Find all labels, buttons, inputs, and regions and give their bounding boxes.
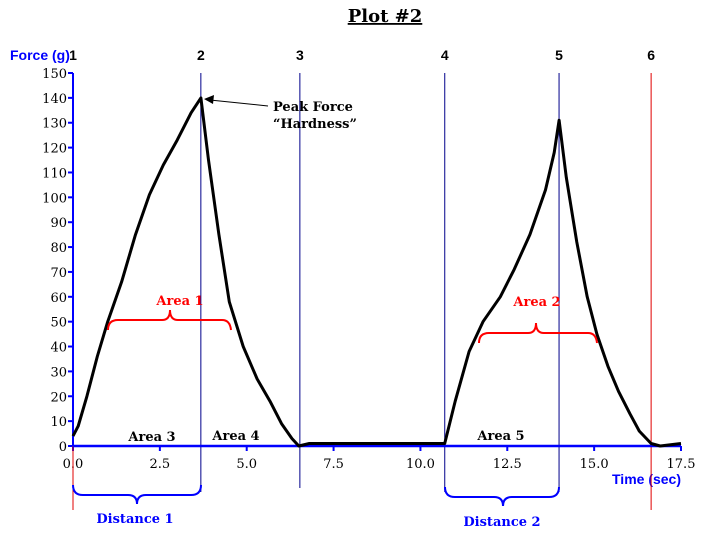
peak-annotation: Peak Force “Hardness” xyxy=(204,95,357,132)
y-tick-label: 60 xyxy=(50,291,67,306)
peak-arrow xyxy=(209,99,269,107)
marker-label-2: 2 xyxy=(197,47,205,63)
y-tick-label: 90 xyxy=(50,216,67,231)
x-tick-label: 7.5 xyxy=(323,457,344,472)
y-tick-label: 10 xyxy=(50,415,67,430)
y-tick-label: 140 xyxy=(42,92,67,107)
marker-label-3: 3 xyxy=(296,47,304,63)
area-1-label: Area 1 xyxy=(155,294,203,309)
x-tick-label: 2.5 xyxy=(150,457,171,472)
peak-label-line2: “Hardness” xyxy=(273,117,357,132)
arrow-head-icon xyxy=(204,95,214,104)
distance-1-label: Distance 1 xyxy=(96,512,173,527)
distance-2-label: Distance 2 xyxy=(463,515,540,530)
area-2-label: Area 2 xyxy=(512,295,560,310)
y-tick-label: 50 xyxy=(50,316,67,331)
marker-label-4: 4 xyxy=(441,47,449,63)
area-3-label: Area 3 xyxy=(127,430,175,445)
y-tick-label: 80 xyxy=(50,241,67,256)
x-tick-label: 5.0 xyxy=(236,457,257,472)
y-tick-label: 130 xyxy=(42,117,67,132)
y-tick-label: 30 xyxy=(50,365,67,380)
distance-1-brace xyxy=(72,484,202,505)
distance-2-brace xyxy=(444,486,560,507)
area-4-label: Area 4 xyxy=(211,429,259,444)
y-tick-label: 70 xyxy=(50,266,67,281)
peak-label-line1: Peak Force xyxy=(273,100,353,115)
force-curve xyxy=(71,96,682,448)
marker-label-5: 5 xyxy=(555,47,563,63)
x-tick-label: 15.0 xyxy=(580,457,609,472)
x-axis-label: Time (sec) xyxy=(612,471,681,487)
marker-label-6: 6 xyxy=(647,47,655,63)
y-tick-label: 0 xyxy=(59,440,67,455)
y-tick-label: 110 xyxy=(42,166,67,181)
y-tick-label: 20 xyxy=(50,390,67,405)
y-tick-label: 40 xyxy=(50,341,67,356)
marker-label-1: 1 xyxy=(69,47,77,63)
x-tick-label: 17.5 xyxy=(667,457,696,472)
y-axis-label: Force (g) xyxy=(10,47,70,63)
area-5-label: Area 5 xyxy=(476,429,524,444)
x-tick-label: 10.0 xyxy=(406,457,435,472)
x-tick-label: 12.5 xyxy=(493,457,522,472)
y-tick-label: 100 xyxy=(42,191,67,206)
chart-title: Plot #2 xyxy=(348,6,423,27)
area-2-brace xyxy=(478,322,598,344)
y-tick-label: 120 xyxy=(42,142,67,157)
area-1-brace xyxy=(107,309,232,331)
y-tick-label: 150 xyxy=(42,67,67,82)
